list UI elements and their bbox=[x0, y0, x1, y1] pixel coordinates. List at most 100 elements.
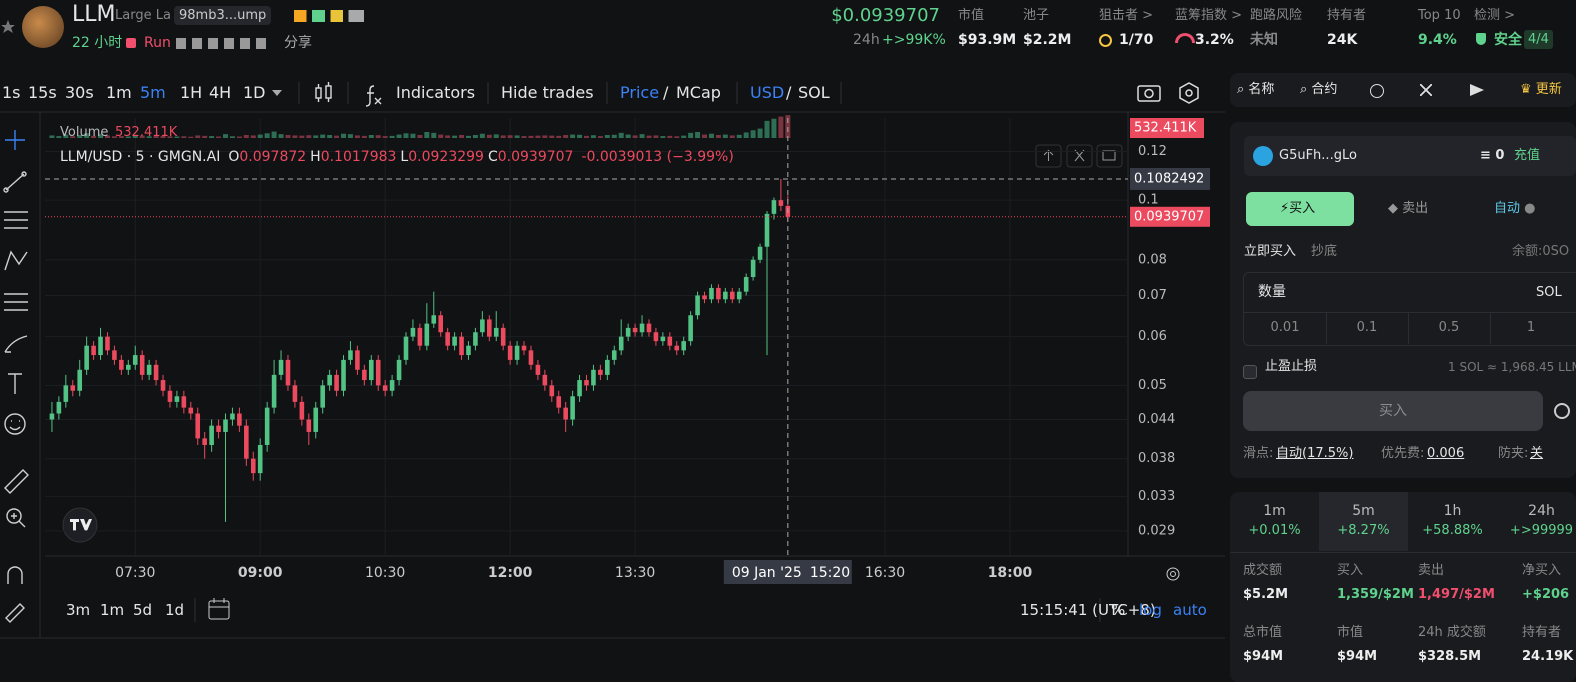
share[interactable]: 分享 bbox=[284, 35, 312, 51]
interval[interactable]: 1s bbox=[2, 83, 21, 102]
range[interactable]: 1m bbox=[100, 601, 125, 619]
settings-icon[interactable] bbox=[1179, 82, 1199, 104]
camera-icon[interactable] bbox=[1137, 85, 1161, 102]
sell-tab[interactable]: ◆ 卖出 bbox=[1388, 201, 1429, 216]
axis-settings[interactable] bbox=[1166, 567, 1180, 581]
fx-icon[interactable] bbox=[365, 85, 382, 107]
social-icons[interactable] bbox=[176, 38, 266, 49]
deposit[interactable]: 充值 bbox=[1514, 148, 1541, 163]
tpsl[interactable]: 止盈止损 bbox=[1265, 359, 1318, 374]
volume-bar bbox=[188, 136, 194, 138]
volume-bar bbox=[160, 135, 166, 138]
preset[interactable]: 0.01 bbox=[1270, 320, 1300, 335]
buy-tab[interactable]: ⚡买入 bbox=[1280, 201, 1316, 216]
telegram-icon[interactable] bbox=[1470, 84, 1484, 96]
wallet-row[interactable] bbox=[1244, 136, 1576, 176]
volume-bar bbox=[507, 135, 513, 138]
buy-button[interactable] bbox=[1243, 391, 1543, 431]
dropdown-arrow[interactable] bbox=[272, 90, 282, 96]
buy-button-label[interactable]: 买入 bbox=[1379, 403, 1407, 419]
mcap-toggle[interactable]: MCap bbox=[676, 83, 721, 102]
period-value: +8.27% bbox=[1337, 523, 1390, 538]
checkbox[interactable] bbox=[1243, 365, 1257, 379]
ohlc-key: L bbox=[400, 149, 409, 165]
volume-bar bbox=[708, 133, 714, 138]
stat-label: 买入 bbox=[1337, 563, 1364, 578]
x-tick-label: 13:30 bbox=[615, 565, 655, 581]
interval[interactable]: 1H bbox=[180, 83, 203, 102]
price-toggle[interactable]: Price bbox=[620, 83, 660, 102]
mode-dip[interactable]: 抄底 bbox=[1311, 244, 1338, 259]
search-name[interactable]: ⌕ 名称 bbox=[1237, 82, 1275, 97]
divider bbox=[1408, 313, 1409, 344]
preset[interactable]: 0.1 bbox=[1356, 320, 1378, 335]
sol-toggle[interactable]: SOL bbox=[798, 83, 830, 102]
volume-bar bbox=[715, 135, 721, 138]
tg-icon bbox=[1253, 146, 1273, 166]
candle-body bbox=[480, 319, 485, 333]
candle-body bbox=[153, 364, 159, 381]
candle-icon[interactable] bbox=[315, 82, 332, 102]
star-icon[interactable] bbox=[0, 19, 16, 35]
volume-bar bbox=[688, 132, 694, 138]
label: 买入 bbox=[1289, 201, 1316, 216]
update[interactable]: ♛ 更新 bbox=[1520, 82, 1562, 97]
indicators[interactable]: Indicators bbox=[396, 83, 476, 102]
candle-body bbox=[188, 407, 194, 414]
range[interactable]: 1d bbox=[165, 601, 185, 619]
rate: 1 SOL ≈ 1,968.45 LLM bbox=[1448, 360, 1576, 374]
period-label[interactable]: 5m bbox=[1352, 503, 1375, 519]
interval[interactable]: 1m bbox=[106, 83, 132, 102]
slippage[interactable]: 自动(17.5%) bbox=[1276, 446, 1354, 461]
candle-body bbox=[230, 413, 235, 420]
volume-bar bbox=[632, 135, 638, 138]
mode-now[interactable]: 立即买入 bbox=[1244, 244, 1297, 259]
preset[interactable]: 1 bbox=[1526, 320, 1536, 335]
period-label[interactable]: 1m bbox=[1263, 503, 1286, 519]
ohlc-value: 0.0923299 bbox=[408, 149, 484, 165]
priority[interactable]: 0.006 bbox=[1427, 446, 1465, 461]
candle-body bbox=[271, 374, 277, 408]
y-tick-label: 0.07 bbox=[1138, 288, 1167, 303]
stat-value: 安全 bbox=[1494, 32, 1522, 48]
amount-box[interactable] bbox=[1243, 272, 1576, 346]
auto-toggle[interactable]: auto bbox=[1173, 601, 1207, 619]
stat-value: 未知 bbox=[1250, 32, 1278, 48]
period-label[interactable]: 24h bbox=[1528, 503, 1555, 519]
candle-body bbox=[632, 327, 638, 333]
web-icon[interactable] bbox=[1370, 84, 1384, 98]
auto-tab[interactable]: 自动 ● bbox=[1494, 201, 1536, 216]
volume-bar bbox=[577, 134, 583, 138]
interval[interactable]: 30s bbox=[65, 83, 94, 102]
hide-trades[interactable]: Hide trades bbox=[501, 83, 594, 102]
volume-bar bbox=[84, 133, 90, 138]
search-contract[interactable]: ⌕ 合约 bbox=[1300, 82, 1338, 97]
range[interactable]: 3m bbox=[66, 601, 91, 619]
period-label[interactable]: 1h bbox=[1443, 503, 1462, 519]
y-tick-label: 0.06 bbox=[1138, 329, 1167, 344]
candle-body bbox=[493, 327, 499, 337]
volume-bar bbox=[674, 136, 680, 138]
draw-tools[interactable] bbox=[3, 130, 29, 623]
legend-buttons[interactable] bbox=[1035, 144, 1123, 168]
interval[interactable]: 15s bbox=[28, 83, 57, 102]
volume-label: Volume bbox=[60, 125, 109, 140]
interval[interactable]: 4H bbox=[209, 83, 232, 102]
stat-label: 卖出 bbox=[1418, 563, 1445, 578]
volume-bar bbox=[250, 135, 256, 138]
interval[interactable]: 5m bbox=[140, 83, 166, 102]
buy-tab-bg[interactable] bbox=[1246, 192, 1354, 226]
buy-settings[interactable] bbox=[1554, 403, 1570, 419]
volume-bar bbox=[702, 134, 708, 138]
log-toggle[interactable]: log bbox=[1139, 601, 1162, 619]
preset[interactable]: 0.5 bbox=[1438, 320, 1460, 335]
candle-body bbox=[56, 401, 62, 414]
range[interactable]: 5d bbox=[133, 601, 153, 619]
mev[interactable]: 关 bbox=[1530, 446, 1544, 461]
x-icon[interactable] bbox=[1420, 84, 1432, 96]
calendar-icon[interactable] bbox=[208, 598, 230, 620]
interval[interactable]: 1D bbox=[243, 83, 266, 102]
percent[interactable]: % bbox=[1111, 601, 1126, 619]
usd-toggle[interactable]: USD bbox=[750, 83, 785, 102]
address-chip[interactable]: 98mb3...ump bbox=[174, 6, 272, 25]
